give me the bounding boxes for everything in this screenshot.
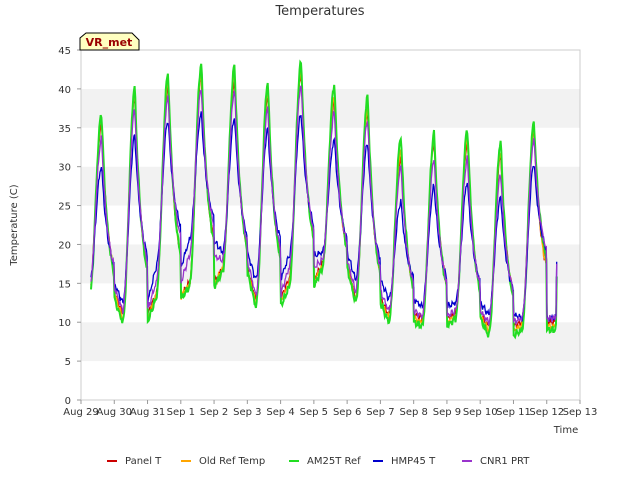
y-tick-label: 45 (58, 46, 71, 57)
station-badge: VR_met (79, 32, 140, 51)
legend-label: CNR1 PRT (480, 456, 530, 467)
series-lines (90, 59, 558, 340)
y-tick-label: 25 (58, 202, 71, 213)
x-tick-label: Sep 12 (529, 407, 564, 418)
x-tick-label: Sep 6 (333, 407, 361, 418)
legend: Panel T Old Ref Temp AM25T Ref HMP45 T CNR1 … (107, 456, 530, 467)
x-tick-label: Sep 13 (563, 407, 598, 418)
series-line-cnr1-prt (90, 85, 558, 326)
y-tick-label: 15 (58, 279, 71, 290)
grid-band (81, 322, 580, 362)
x-tick-label: Sep 9 (433, 407, 461, 418)
x-tick-label: Sep 3 (233, 407, 261, 418)
y-tick-label: 0 (65, 396, 71, 407)
y-tick-label: 30 (58, 163, 71, 174)
legend-label: AM25T Ref (307, 456, 361, 467)
legend-label: HMP45 T (391, 456, 436, 467)
x-tick-label: Sep 8 (399, 407, 427, 418)
grid-band (81, 50, 580, 89)
legend-label: Old Ref Temp (199, 456, 265, 467)
chart-title: Temperatures (274, 4, 364, 19)
x-tick-label: Sep 1 (167, 407, 195, 418)
y-tick-label: 40 (58, 85, 71, 96)
x-tick-label: Sep 4 (266, 407, 294, 418)
x-tick-label: Sep 5 (300, 407, 328, 418)
plot-frame (80, 49, 581, 401)
grid-band (81, 361, 580, 400)
grid-band (81, 283, 580, 323)
x-tick-label: Sep 7 (366, 407, 394, 418)
x-tick-label: Sep 11 (496, 407, 531, 418)
legend-label: Panel T (125, 456, 162, 467)
x-tick-label: Aug 29 (63, 407, 98, 418)
x-axis-label: Time (553, 425, 578, 436)
station-badge-label: VR_met (86, 36, 133, 49)
y-tick-label: 10 (58, 318, 71, 329)
x-tick-label: Aug 30 (97, 407, 132, 418)
y-tick-label: 35 (58, 124, 71, 135)
y-axis-label: Temperature (C) (9, 184, 20, 266)
x-tick-label: Aug 31 (130, 407, 165, 418)
y-axis-ticks: 0 5 10 15 20 25 30 35 40 45 (58, 46, 81, 407)
y-tick-label: 20 (58, 240, 71, 251)
y-tick-label: 5 (65, 357, 71, 368)
x-tick-label: Sep 2 (200, 407, 228, 418)
x-tick-label: Sep 10 (463, 407, 498, 418)
grid-band (81, 244, 580, 284)
